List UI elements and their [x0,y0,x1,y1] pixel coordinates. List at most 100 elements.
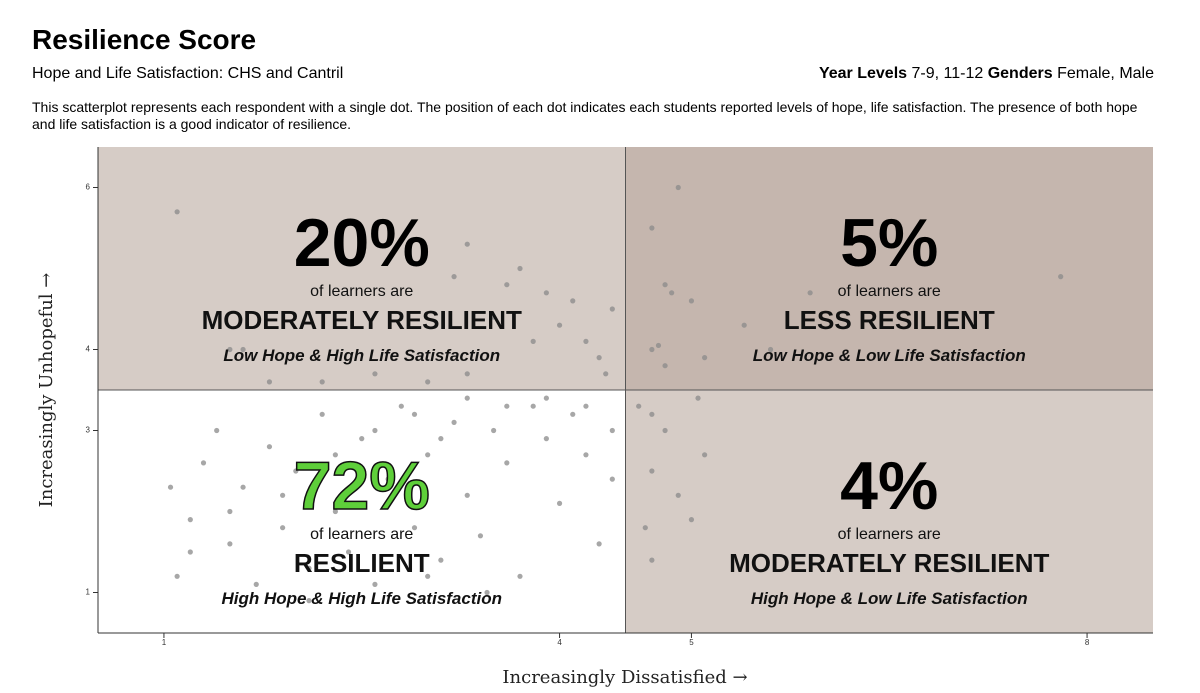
point [385,476,391,482]
point [345,549,352,555]
y-tick-label: 4 [86,345,91,354]
point [425,379,431,385]
point [702,452,708,458]
point [556,322,563,328]
point [187,549,193,555]
description: This scatterplot represents each respond… [32,99,1138,132]
quadrant-intro: of learners are [838,283,941,300]
point [174,573,180,579]
x-axis-label: Increasingly Dissatisfied → [502,667,747,688]
point [517,265,523,272]
point [603,371,609,377]
point [675,184,681,191]
point [266,379,273,385]
point [227,346,233,353]
point [319,379,325,385]
point [464,371,470,377]
y-tick-label: 3 [86,426,91,435]
filter-name: Year Levels [818,65,908,82]
point [662,363,668,369]
point [583,338,589,344]
point [1058,274,1064,280]
point [807,290,813,296]
point [655,342,662,349]
point [438,436,444,442]
point [702,355,708,361]
point [649,411,655,417]
axes: 1 4 5 8 1 3 4 6 Increasingly Dissatisfied → Incre… [36,147,1153,688]
x-tick-label: 5 [689,638,694,647]
point [280,525,286,531]
point [741,322,747,328]
point [504,460,510,466]
point [517,573,523,579]
quadrant-percent: 4% [840,448,938,524]
point [530,403,536,409]
point [253,581,259,588]
point [227,508,233,515]
point [438,557,444,563]
point [695,395,701,401]
point [636,403,642,409]
quadrant-intro: of learners are [838,526,941,543]
point [543,290,549,296]
point [649,557,655,563]
point [174,209,180,215]
quadrant-sublabel: Low Hope & Low Life Satisfaction [753,346,1026,365]
quadrant-percent: 20% [294,205,430,281]
quadrant-sublabel: High Hope & Low Life Satisfaction [751,589,1028,608]
point [688,298,695,304]
point [609,306,615,312]
filter-name: Genders [987,65,1053,82]
point [372,581,378,588]
point [464,492,470,498]
point [398,403,404,409]
subtitle: Hope and Life Satisfaction: CHS and Cant… [32,65,344,82]
point [167,484,174,490]
point [491,427,497,434]
x-tick-label: 8 [1085,638,1090,647]
point [411,411,418,417]
point [642,525,648,531]
quadrant-intro: of learners are [310,283,413,300]
point [609,476,615,482]
x-tick-label: 1 [162,638,167,647]
point [767,346,774,353]
point [477,533,484,539]
point [451,274,457,280]
point [306,598,312,604]
y-tick-label: 6 [86,183,91,192]
title: Resilience Score [32,24,257,55]
point [425,452,431,458]
point [240,346,246,353]
point [332,508,338,515]
point [484,589,490,596]
point [266,444,273,450]
y-tick-label: 1 [86,588,91,597]
point [609,427,615,434]
quadrant-label: MODERATELY RESILIENT [202,305,522,335]
point [570,411,576,417]
filter-value: Female, Male [1057,65,1154,82]
point [669,290,675,296]
point [662,282,668,288]
filter-value: 7-9, 11-12 [911,65,984,82]
quadrant-label: LESS RESILIENT [784,305,995,335]
y-axis-label: Increasingly Unhopeful → [36,273,57,508]
point [464,241,470,247]
point [649,346,655,353]
point [583,403,589,409]
point [504,282,510,288]
point [583,452,589,458]
quadrant-labels: 20% of learners are MODERATELY RESILIENT Lo… [202,205,1050,608]
points [167,184,1064,604]
point [306,565,312,571]
point [688,517,695,523]
point [372,371,378,377]
quadrant [625,390,1153,633]
point [596,541,602,547]
quadrant [98,390,626,633]
point [662,427,668,434]
point [530,338,536,344]
